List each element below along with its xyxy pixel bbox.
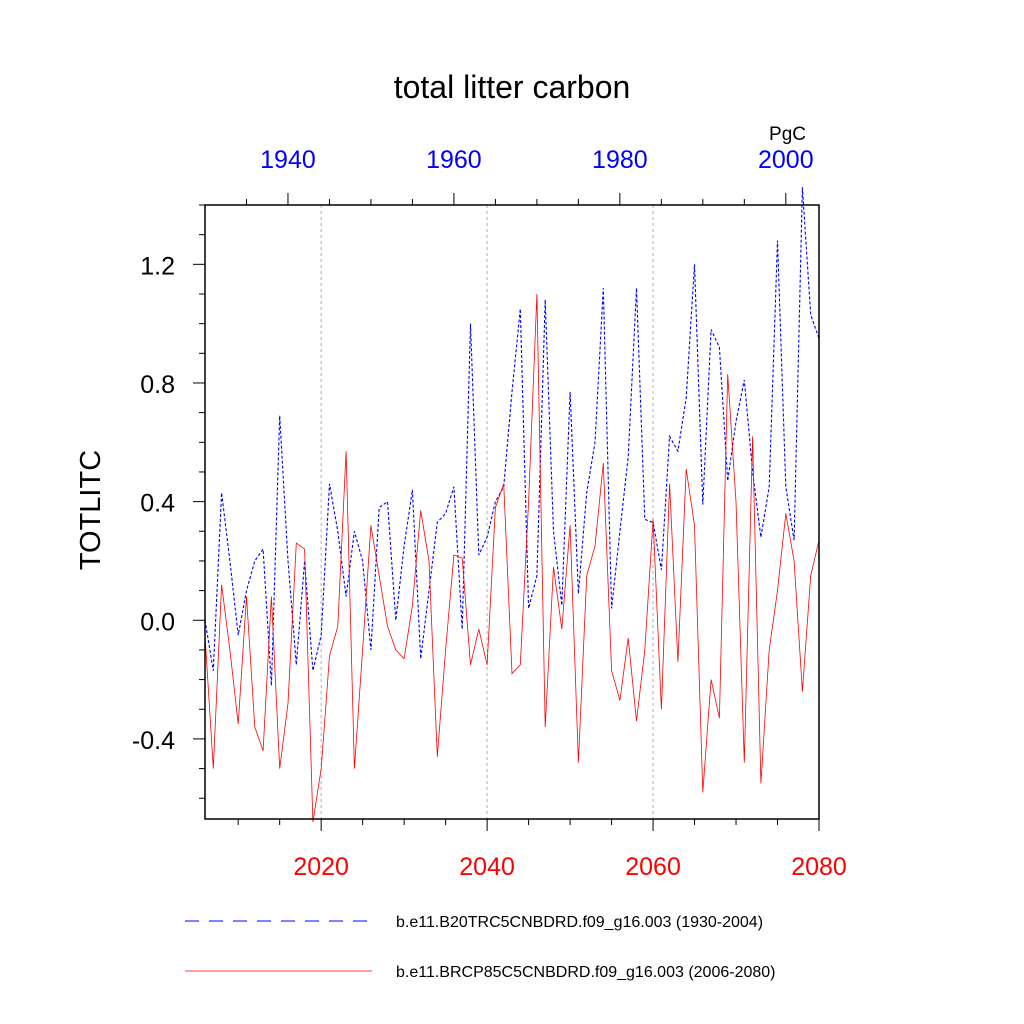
- top-tick-label: 1980: [592, 146, 648, 174]
- axis-ticks: [193, 193, 820, 831]
- series-layer: [204, 187, 820, 823]
- legend-label-rcp85: b.e11.BRCP85C5CNBDRD.f09_g16.003 (2006-2…: [396, 964, 775, 981]
- plot-frame: [204, 204, 820, 820]
- y-tick-label: 0.4: [140, 490, 175, 518]
- series-line-rcp85: [204, 293, 820, 823]
- bottom-tick-label: 2060: [625, 853, 681, 881]
- y-tick-label: 0.0: [140, 608, 175, 636]
- y-tick-label: 0.8: [140, 371, 175, 399]
- top-tick-label: 2000: [758, 146, 814, 174]
- gridlines: [320, 205, 654, 819]
- bottom-tick-label: 2020: [293, 853, 349, 881]
- axis-labels: -0.4 0.0 0.4 0.8 1.2 2020 2040 2060 2080 1940 1960…: [132, 146, 847, 881]
- y-tick-label: 1.2: [140, 252, 175, 280]
- legend: b.e11.B20TRC5CNBDRD.f09_g16.003 (1930-20…: [185, 914, 775, 981]
- top-tick-label: 1940: [260, 146, 316, 174]
- series-line-historical: [204, 187, 820, 686]
- top-tick-label: 1960: [426, 146, 482, 174]
- chart-title: total litter carbon: [394, 69, 631, 105]
- y-tick-label: -0.4: [132, 727, 175, 755]
- units-label: PgC: [769, 124, 806, 145]
- legend-label-historical: b.e11.B20TRC5CNBDRD.f09_g16.003 (1930-20…: [396, 914, 763, 931]
- bottom-tick-label: 2080: [791, 853, 847, 881]
- y-axis-label: TOTLITC: [75, 450, 107, 570]
- bottom-tick-label: 2040: [459, 853, 515, 881]
